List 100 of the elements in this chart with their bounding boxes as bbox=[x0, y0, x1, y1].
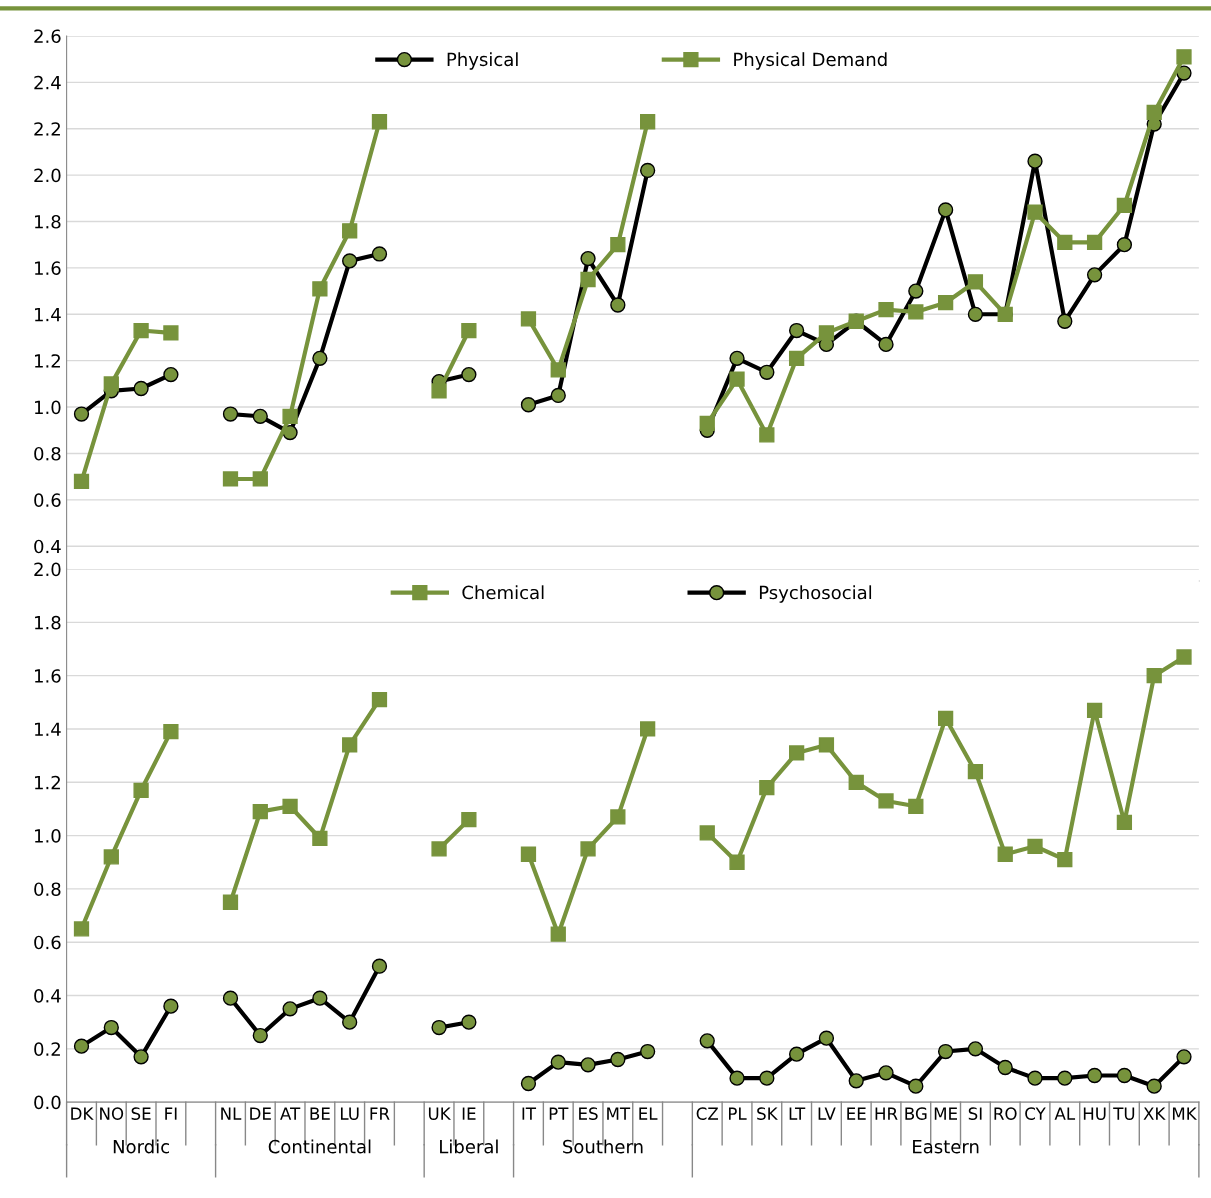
x-tick-label: HU bbox=[1083, 1107, 1106, 1120]
y-tick-label: 0.6 bbox=[34, 493, 61, 507]
point bbox=[1146, 668, 1162, 684]
legend-label: Physical bbox=[447, 52, 518, 70]
point bbox=[759, 779, 775, 796]
x-tick-label: CY bbox=[1025, 1107, 1046, 1120]
point bbox=[818, 1030, 835, 1046]
x-tick-label: FI bbox=[165, 1107, 177, 1120]
point bbox=[550, 362, 566, 378]
point bbox=[520, 311, 537, 327]
point bbox=[759, 427, 775, 443]
point bbox=[371, 246, 388, 262]
point bbox=[73, 406, 90, 422]
x-tick-label: DE bbox=[250, 1107, 271, 1120]
point bbox=[1116, 1067, 1133, 1084]
point bbox=[520, 397, 537, 413]
point bbox=[1027, 1070, 1043, 1086]
y-tick-label: 0.8 bbox=[34, 882, 61, 897]
x-tick-label: CZ bbox=[696, 1107, 719, 1120]
y-tick-label: 0.0 bbox=[34, 1095, 61, 1110]
point bbox=[461, 366, 477, 383]
y-tick-label: 0.8 bbox=[34, 446, 61, 461]
text: Continental bbox=[268, 1139, 371, 1154]
point bbox=[252, 471, 268, 487]
point bbox=[342, 253, 358, 269]
point bbox=[520, 1075, 537, 1092]
y-tick-label: 2.0 bbox=[34, 562, 61, 577]
point bbox=[967, 306, 984, 322]
point bbox=[431, 383, 447, 399]
text: Nordic bbox=[113, 1139, 170, 1154]
legend-label: Chemical bbox=[462, 585, 544, 600]
point bbox=[252, 803, 268, 820]
point bbox=[967, 1041, 984, 1057]
x-tick-label: PT bbox=[549, 1107, 569, 1120]
x-tick-label: LV bbox=[818, 1107, 836, 1120]
point bbox=[1146, 1078, 1162, 1094]
point bbox=[73, 921, 90, 937]
x-tick-label: NL bbox=[221, 1107, 242, 1120]
point bbox=[937, 295, 954, 311]
point bbox=[848, 1073, 864, 1089]
point bbox=[342, 737, 358, 753]
point bbox=[878, 302, 894, 318]
point bbox=[818, 325, 835, 341]
x-tick-label: EE bbox=[847, 1107, 866, 1120]
y-tick-label: 0.6 bbox=[34, 935, 61, 950]
point bbox=[967, 274, 984, 290]
point bbox=[580, 250, 596, 267]
x-tick-label: IT bbox=[522, 1107, 537, 1120]
x-tick-label: IE bbox=[462, 1107, 476, 1120]
x-tick-label: XK bbox=[1143, 1107, 1166, 1120]
point bbox=[640, 162, 656, 179]
point bbox=[848, 774, 864, 790]
point bbox=[759, 364, 775, 380]
point bbox=[788, 350, 805, 366]
point bbox=[788, 1046, 805, 1062]
point bbox=[133, 322, 149, 339]
text: Eastern bbox=[913, 1140, 979, 1154]
point bbox=[282, 408, 298, 424]
point bbox=[1086, 267, 1103, 283]
point bbox=[312, 350, 328, 366]
point bbox=[73, 473, 90, 489]
point bbox=[342, 223, 358, 239]
point bbox=[937, 202, 954, 218]
point bbox=[1116, 237, 1133, 253]
point bbox=[1116, 814, 1133, 830]
point bbox=[163, 325, 179, 341]
point bbox=[550, 387, 566, 404]
point bbox=[1086, 1067, 1103, 1084]
point bbox=[461, 1014, 477, 1030]
point bbox=[967, 763, 984, 780]
x-tick-label: ME bbox=[934, 1107, 957, 1120]
x-tick-label: TU bbox=[1113, 1107, 1135, 1120]
x-tick-label: HR bbox=[875, 1107, 898, 1120]
x-tick-label: AT bbox=[280, 1107, 301, 1120]
point bbox=[878, 793, 894, 809]
point bbox=[1116, 197, 1133, 213]
point bbox=[729, 350, 745, 366]
point bbox=[759, 1070, 775, 1086]
y-tick-label: 1.0 bbox=[35, 400, 61, 415]
point bbox=[371, 958, 388, 974]
y-tick-label: 1.8 bbox=[35, 214, 61, 229]
point bbox=[937, 1043, 954, 1060]
y-tick-label: 1.0 bbox=[35, 829, 61, 843]
y-tick-label: 0.4 bbox=[34, 539, 61, 554]
point bbox=[222, 894, 239, 910]
point bbox=[997, 846, 1013, 862]
point bbox=[788, 322, 805, 339]
x-tick-label: SE bbox=[131, 1107, 151, 1120]
point bbox=[282, 798, 298, 814]
x-tick-label: LT bbox=[789, 1107, 806, 1120]
point bbox=[580, 271, 596, 288]
point bbox=[461, 322, 477, 339]
y-tick-label: 2.0 bbox=[34, 168, 61, 183]
point bbox=[1027, 838, 1043, 854]
point bbox=[312, 990, 328, 1006]
point bbox=[1086, 702, 1103, 718]
point bbox=[729, 371, 745, 387]
point bbox=[1176, 649, 1192, 665]
point bbox=[729, 1070, 745, 1086]
point bbox=[699, 415, 715, 431]
